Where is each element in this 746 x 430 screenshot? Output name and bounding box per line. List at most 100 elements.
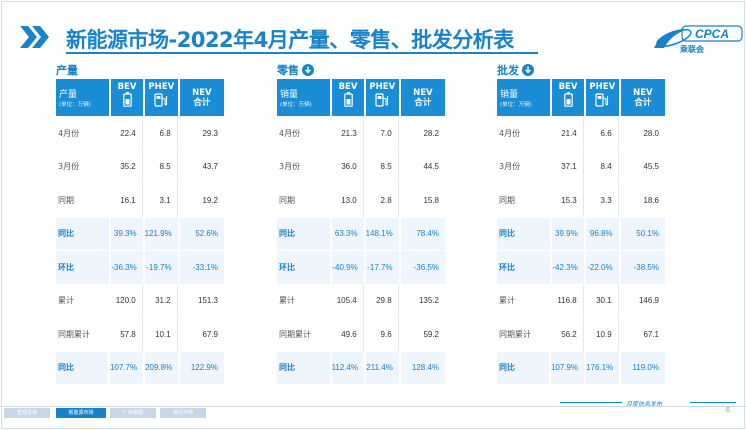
nev-value: 119.0%: [621, 351, 665, 384]
nev-value: -36.5%: [400, 251, 445, 284]
battery-icon: [122, 92, 132, 107]
phev-value: 209.8%: [145, 351, 179, 384]
footer-tab-nev[interactable]: 新能源市场: [56, 408, 106, 418]
row-label: 环比: [277, 251, 330, 284]
bev-value: 21.4: [551, 117, 584, 150]
footer: 月度信息发布 宏观市场 新能源市场 厂商格局 细分市场 6: [0, 400, 746, 430]
row-label: 同比: [277, 351, 330, 384]
footer-slogan: 月度信息发布: [626, 401, 663, 408]
footer-divider: [0, 406, 746, 407]
phev-value: 3.1: [144, 184, 178, 217]
panel-title: 批发: [497, 62, 534, 78]
panel-title: 零售: [277, 62, 314, 78]
row-head-label: 销量: [500, 90, 519, 100]
phev-label: PHEV: [148, 82, 175, 92]
footer-tab-segment[interactable]: 细分市场: [160, 408, 206, 418]
bev-value: 36.0: [331, 150, 364, 183]
table-header: 销量 (单位：万辆) BEV PHEV NEV 合计: [277, 79, 445, 116]
table-header: 产量 (单位：万辆) BEV PHEV NEV 合计: [56, 79, 224, 116]
bev-value: 21.3: [331, 117, 364, 150]
table-row: 环比 -36.3% -19.7% -33.1%: [56, 250, 224, 284]
slogan-line: [560, 402, 622, 403]
header-row-label: 产量 (单位：万辆): [56, 79, 110, 116]
unit-label: (单位：万辆): [500, 102, 532, 108]
table-row: 同比 107.9% 176.1% 119.0%: [497, 350, 665, 384]
phev-value: 29.8: [365, 284, 399, 317]
phev-value: 8.5: [144, 150, 178, 183]
bev-value: 107.7%: [110, 351, 144, 384]
bev-label: BEV: [558, 82, 578, 92]
footer-tab-macro[interactable]: 宏观市场: [4, 408, 50, 418]
bev-value: 120.0: [110, 284, 143, 317]
row-label: 环比: [497, 251, 550, 284]
row-label: 环比: [56, 251, 109, 284]
nev-value: 78.4%: [400, 217, 445, 250]
table-row: 4月份 21.4 6.6 28.0: [497, 116, 666, 150]
phev-value: 9.6: [365, 318, 399, 351]
nev-value: 135.2: [400, 284, 446, 317]
table-row: 同比 63.3% 148.1% 78.4%: [277, 216, 445, 250]
row-label: 4月份: [277, 117, 330, 150]
row-label: 4月份: [497, 117, 550, 150]
phev-value: 7.0: [365, 117, 399, 150]
row-head-label: 销量: [280, 90, 299, 100]
header-phev: PHEV: [585, 79, 619, 116]
bev-value: 39.3%: [110, 217, 143, 250]
nev-label: NEV: [192, 87, 212, 98]
nev-value: 122.9%: [180, 351, 224, 384]
table-row: 同期 13.0 2.8 15.8: [277, 183, 446, 217]
phev-value: 6.8: [144, 117, 178, 150]
row-label: 同比: [56, 217, 109, 250]
logo-name: CPCA: [695, 27, 729, 41]
nev-label: NEV: [633, 87, 653, 98]
arrow-down-circle-icon[interactable]: [302, 64, 314, 76]
phev-value: 148.1%: [365, 217, 399, 250]
table-row: 3月份 36.0 8.5 44.5: [277, 149, 446, 183]
phev-value: 96.8%: [585, 217, 619, 250]
phev-value: 3.3: [585, 184, 619, 217]
row-label: 同期: [56, 184, 109, 217]
phev-value: 30.1: [585, 284, 619, 317]
row-label: 同比: [56, 351, 109, 384]
row-label: 累计: [497, 284, 550, 317]
arrow-down-circle-icon[interactable]: [522, 64, 534, 76]
table-row: 同期累计 56.2 10.9 67.1: [497, 317, 666, 351]
row-label: 同期: [277, 184, 330, 217]
table-row: 环比 -42.3% -22.0% -38.5%: [497, 250, 665, 284]
header-nev: NEV 合计: [179, 79, 224, 116]
nev-value: 15.8: [400, 184, 446, 217]
unit-label: (单位：万辆): [59, 102, 91, 108]
page-number: 6: [726, 407, 730, 414]
phev-value: 2.8: [365, 184, 399, 217]
row-label: 累计: [277, 284, 330, 317]
table-row: 4月份 22.4 6.8 29.3: [56, 116, 225, 150]
row-label: 3月份: [497, 150, 550, 183]
phev-value: -17.7%: [365, 251, 399, 284]
nev-value: 19.2: [179, 184, 225, 217]
panel-title: 产量: [56, 62, 78, 78]
phev-value: 211.4%: [366, 351, 399, 384]
bev-value: 13.0: [331, 184, 364, 217]
bev-value: 56.2: [551, 318, 584, 351]
row-label: 3月份: [277, 150, 330, 183]
footer-tab-oem[interactable]: 厂商格局: [110, 408, 156, 418]
nev-value: 29.3: [179, 117, 225, 150]
fuel-battery-icon: [375, 93, 389, 107]
nev-value: 18.6: [620, 184, 666, 217]
phev-label: PHEV: [589, 82, 616, 92]
bev-value: 39.9%: [551, 217, 584, 250]
row-head-label: 产量: [59, 90, 78, 100]
header-phev: PHEV: [365, 79, 399, 116]
double-chevron-icon: [20, 26, 49, 48]
unit-label: (单位：万辆): [280, 102, 312, 108]
nev-value: 128.4%: [400, 351, 446, 384]
header: 新能源市场-2022年4月产量、零售、批发分析表 CPCA 乘联会: [10, 22, 743, 56]
header-bev: BEV: [111, 79, 143, 116]
row-label: 同期累计: [277, 318, 330, 351]
nev-total-label: 合计: [634, 97, 652, 108]
panel-title-text: 零售: [277, 64, 299, 77]
nev-value: 44.5: [400, 150, 446, 183]
title-underline: [66, 52, 538, 54]
nev-value: 151.3: [179, 284, 225, 317]
nev-value: -33.1%: [179, 251, 224, 284]
